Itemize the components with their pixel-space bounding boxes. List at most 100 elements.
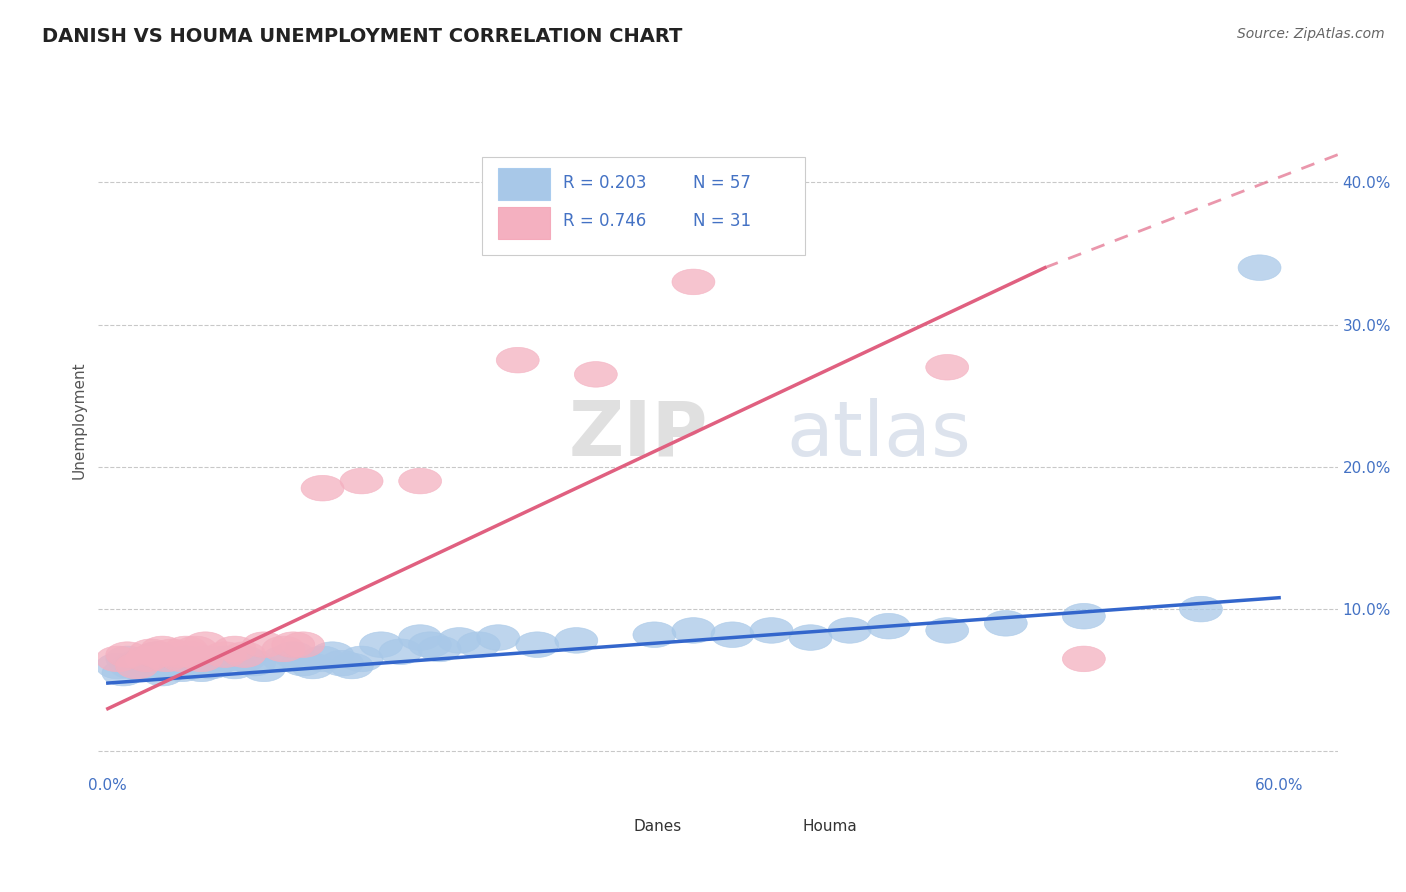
FancyBboxPatch shape <box>482 156 804 255</box>
Ellipse shape <box>271 632 315 657</box>
Ellipse shape <box>160 656 204 681</box>
Ellipse shape <box>633 622 676 648</box>
Text: Source: ZipAtlas.com: Source: ZipAtlas.com <box>1237 27 1385 41</box>
Text: Houma: Houma <box>803 819 856 834</box>
Ellipse shape <box>125 646 169 672</box>
Ellipse shape <box>340 646 382 672</box>
Ellipse shape <box>165 636 207 662</box>
Ellipse shape <box>340 468 382 494</box>
Ellipse shape <box>224 646 266 672</box>
Ellipse shape <box>496 347 540 373</box>
Ellipse shape <box>165 646 207 672</box>
Ellipse shape <box>115 653 159 679</box>
Ellipse shape <box>233 650 276 676</box>
Ellipse shape <box>184 646 226 672</box>
Ellipse shape <box>281 650 325 676</box>
Ellipse shape <box>96 653 139 679</box>
Ellipse shape <box>477 624 520 650</box>
Ellipse shape <box>214 653 256 679</box>
Ellipse shape <box>105 646 149 672</box>
Ellipse shape <box>575 361 617 387</box>
Ellipse shape <box>301 646 344 672</box>
FancyBboxPatch shape <box>499 168 551 200</box>
Ellipse shape <box>399 624 441 650</box>
Ellipse shape <box>1180 596 1222 622</box>
Ellipse shape <box>868 614 910 639</box>
Ellipse shape <box>291 653 335 679</box>
Ellipse shape <box>155 649 198 674</box>
Ellipse shape <box>110 653 153 679</box>
Ellipse shape <box>180 656 224 681</box>
FancyBboxPatch shape <box>499 207 551 239</box>
Ellipse shape <box>242 632 285 657</box>
Ellipse shape <box>141 660 184 686</box>
Ellipse shape <box>555 628 598 653</box>
Ellipse shape <box>360 632 402 657</box>
Ellipse shape <box>516 632 558 657</box>
Ellipse shape <box>271 642 315 667</box>
Ellipse shape <box>399 468 441 494</box>
Ellipse shape <box>262 636 305 662</box>
Ellipse shape <box>1239 255 1281 280</box>
Ellipse shape <box>180 646 224 672</box>
Ellipse shape <box>204 646 246 672</box>
Ellipse shape <box>224 642 266 667</box>
Ellipse shape <box>150 639 194 665</box>
Ellipse shape <box>749 617 793 643</box>
Ellipse shape <box>408 632 451 657</box>
FancyBboxPatch shape <box>752 812 794 841</box>
Ellipse shape <box>194 650 236 676</box>
Ellipse shape <box>96 646 139 672</box>
Ellipse shape <box>672 269 714 294</box>
Ellipse shape <box>789 624 832 650</box>
Ellipse shape <box>135 642 179 667</box>
Ellipse shape <box>1063 646 1105 672</box>
Ellipse shape <box>115 650 159 676</box>
Text: ZIP: ZIP <box>569 398 709 472</box>
Text: R = 0.203: R = 0.203 <box>562 174 647 192</box>
Ellipse shape <box>190 653 233 679</box>
Ellipse shape <box>437 628 481 653</box>
Ellipse shape <box>121 656 165 681</box>
Ellipse shape <box>262 646 305 672</box>
Ellipse shape <box>129 639 172 665</box>
Ellipse shape <box>103 660 145 686</box>
Ellipse shape <box>925 617 969 643</box>
Ellipse shape <box>184 632 226 657</box>
Ellipse shape <box>321 650 364 676</box>
Ellipse shape <box>174 649 217 674</box>
Ellipse shape <box>156 642 200 667</box>
FancyBboxPatch shape <box>585 812 627 841</box>
Y-axis label: Unemployment: Unemployment <box>72 362 86 479</box>
Ellipse shape <box>457 632 501 657</box>
Text: N = 57: N = 57 <box>693 174 751 192</box>
Text: atlas: atlas <box>786 398 972 472</box>
Text: N = 31: N = 31 <box>693 212 751 230</box>
Ellipse shape <box>242 656 285 681</box>
Ellipse shape <box>170 653 214 679</box>
Ellipse shape <box>311 642 354 667</box>
Text: DANISH VS HOUMA UNEMPLOYMENT CORRELATION CHART: DANISH VS HOUMA UNEMPLOYMENT CORRELATION… <box>42 27 682 45</box>
Ellipse shape <box>150 653 194 679</box>
Ellipse shape <box>141 636 184 662</box>
Ellipse shape <box>145 650 188 676</box>
Ellipse shape <box>174 636 217 662</box>
Text: R = 0.746: R = 0.746 <box>562 212 647 230</box>
Ellipse shape <box>1063 603 1105 629</box>
Ellipse shape <box>984 610 1028 636</box>
Ellipse shape <box>380 639 422 665</box>
Ellipse shape <box>170 642 214 667</box>
Ellipse shape <box>105 642 149 667</box>
Ellipse shape <box>711 622 754 648</box>
Ellipse shape <box>125 646 169 672</box>
Ellipse shape <box>204 642 246 667</box>
Ellipse shape <box>301 475 344 501</box>
Ellipse shape <box>925 354 969 380</box>
Ellipse shape <box>145 646 188 672</box>
Ellipse shape <box>135 642 179 667</box>
Text: Danes: Danes <box>634 819 682 834</box>
Ellipse shape <box>672 617 714 643</box>
Ellipse shape <box>281 632 325 657</box>
Ellipse shape <box>214 636 256 662</box>
Ellipse shape <box>330 653 374 679</box>
